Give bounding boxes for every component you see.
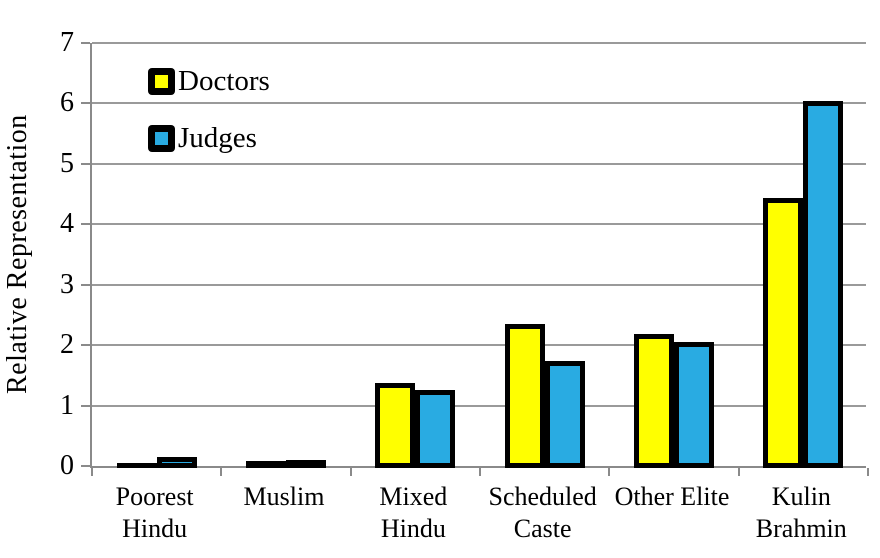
- y-tick-label-6: 6: [60, 87, 74, 119]
- bar-doctors-poorest-hindu: [116, 463, 157, 468]
- bar-fill: [808, 106, 839, 463]
- x-tick-4: [608, 468, 610, 476]
- bar-group-mixed-hindu: [375, 383, 456, 468]
- judges-swatch-fill: [155, 131, 168, 145]
- bar-judges-kulin-brahmin: [803, 101, 844, 468]
- legend-item-doctors: Doctors: [148, 64, 270, 97]
- gridline-2: [92, 344, 866, 347]
- legend: Doctors Judges: [148, 64, 270, 180]
- y-tick-label-7: 7: [60, 27, 74, 58]
- y-tick-label-0: 0: [60, 450, 74, 481]
- x-label-other-elite: Other Elite: [614, 482, 730, 511]
- bar-fill: [768, 203, 799, 463]
- x-tick-1: [220, 468, 222, 476]
- gridline-7: [92, 42, 866, 44]
- y-tick-1: [81, 404, 90, 407]
- bar-group-muslim: [246, 460, 326, 468]
- gridline-1: [92, 404, 866, 407]
- x-tick-5: [738, 468, 740, 476]
- bar-judges-muslim: [286, 460, 326, 468]
- y-tick-3: [81, 283, 90, 286]
- y-tick-5: [81, 162, 90, 165]
- legend-label-judges: Judges: [178, 121, 257, 154]
- plot-area: [81, 42, 869, 476]
- bar-fill: [679, 347, 709, 463]
- bar-judges-scheduled-caste: [544, 361, 585, 468]
- x-label-poorest-hindu: Poorest Hindu: [115, 482, 194, 543]
- bar-doctors-kulin-brahmin: [763, 198, 804, 468]
- y-tick-4: [81, 223, 90, 226]
- bar-judges-other-elite: [674, 342, 714, 468]
- y-tick-2: [81, 344, 90, 347]
- bar-judges-poorest-hindu: [156, 457, 197, 468]
- x-label-scheduled-caste: Scheduled Caste: [488, 482, 597, 543]
- bar-doctors-other-elite: [634, 334, 674, 468]
- legend-label-doctors: Doctors: [178, 64, 270, 97]
- x-tick-3: [479, 468, 481, 476]
- y-tick-label-4: 4: [60, 208, 74, 240]
- bar-group-other-elite: [634, 334, 714, 468]
- x-tick-6: [867, 468, 869, 476]
- bar-doctors-scheduled-caste: [504, 324, 545, 468]
- bar-fill: [380, 388, 411, 463]
- x-label-kulin-brahmin: Kulin Brahmin: [755, 482, 847, 543]
- bar-fill: [420, 395, 451, 463]
- bar-fill: [509, 329, 540, 463]
- x-tick-2: [350, 468, 352, 476]
- bar-doctors-muslim: [246, 461, 286, 468]
- judges-swatch-icon: [148, 124, 175, 152]
- y-tick-label-5: 5: [60, 147, 74, 179]
- bar-group-scheduled-caste: [504, 324, 585, 468]
- bar-doctors-mixed-hindu: [375, 383, 416, 468]
- gridline-4: [92, 223, 866, 226]
- x-label-mixed-hindu: Mixed Hindu: [379, 482, 448, 543]
- doctors-swatch-icon: [148, 67, 175, 95]
- x-label-muslim: Muslim: [243, 482, 325, 511]
- y-tick-label-3: 3: [60, 268, 74, 300]
- x-tick-0: [91, 468, 93, 476]
- y-tick-label-1: 1: [60, 389, 74, 421]
- y-tick-7: [81, 42, 90, 44]
- bar-judges-mixed-hindu: [415, 390, 456, 468]
- gridline-5: [92, 162, 866, 165]
- bar-group-kulin-brahmin: [763, 101, 844, 468]
- bar-fill: [639, 339, 669, 463]
- gridline-3: [92, 283, 866, 286]
- y-tick-6: [81, 102, 90, 105]
- y-tick-0: [81, 465, 90, 467]
- bar-fill: [161, 462, 192, 463]
- y-tick-label-2: 2: [60, 329, 74, 361]
- legend-item-judges: Judges: [148, 121, 270, 154]
- doctors-swatch-fill: [155, 74, 168, 88]
- gridline-6: [92, 102, 866, 105]
- bar-fill: [549, 366, 580, 463]
- bar-group-poorest-hindu: [116, 457, 197, 468]
- x-axis-labels: Poorest Hindu Muslim Mixed Hindu Scheduled …: [90, 481, 866, 545]
